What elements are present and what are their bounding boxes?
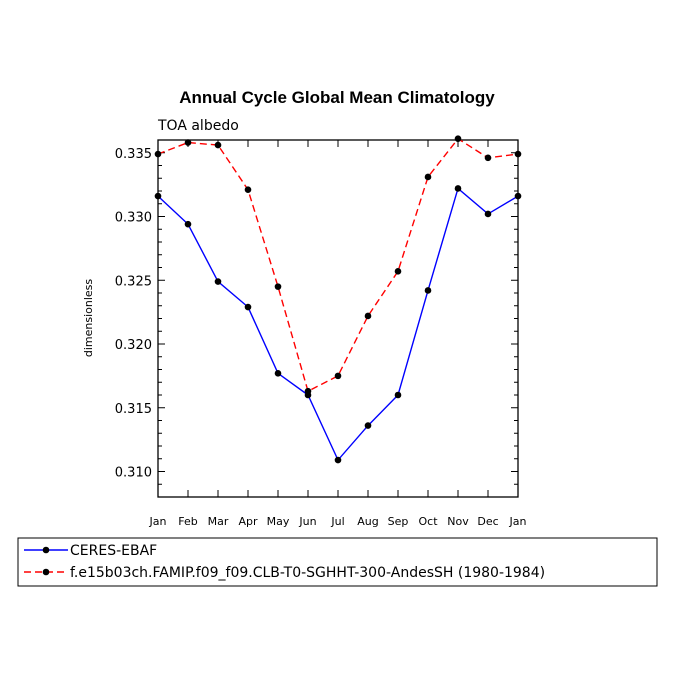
data-point [244, 303, 252, 311]
x-tick-label: Apr [238, 515, 258, 528]
data-point [244, 186, 252, 194]
x-tick-label: Oct [418, 515, 438, 528]
data-point [274, 370, 282, 377]
data-point [514, 192, 522, 200]
data-point [514, 150, 522, 158]
x-tick-label: Dec [477, 515, 498, 528]
data-point [484, 210, 492, 218]
legend-swatch-marker [42, 568, 50, 576]
y-tick-label: 0.310 [115, 466, 152, 481]
y-tick-label: 0.335 [115, 147, 152, 162]
data-point [334, 372, 342, 380]
data-point [154, 192, 162, 200]
x-tick-label: Mar [208, 515, 229, 528]
data-point [154, 150, 162, 158]
legend-label: f.e15b03ch.FAMIP.f09_f09.CLB-T0-SGHHT-30… [70, 565, 545, 581]
x-tick-label: May [267, 515, 290, 528]
data-point [394, 391, 402, 399]
series-line-1 [157, 187, 519, 462]
x-tick-label: Jun [298, 515, 316, 528]
chart-subtitle: TOA albedo [157, 118, 239, 134]
chart-title: Annual Cycle Global Mean Climatology [179, 88, 495, 107]
data-point [214, 141, 222, 149]
y-tick-label: 0.325 [115, 274, 152, 289]
legend-swatch-marker [42, 546, 50, 554]
x-tick-label: Feb [178, 515, 197, 528]
data-point [394, 268, 402, 275]
data-point [424, 287, 432, 294]
data-point [454, 185, 462, 192]
x-tick-label: Aug [357, 515, 378, 528]
y-tick-label: 0.320 [115, 338, 152, 353]
y-tick-label: 0.330 [115, 211, 152, 226]
data-point [184, 139, 192, 146]
legend-box [17, 537, 658, 587]
data-point [424, 173, 432, 181]
legend-label: CERES-EBAF [70, 543, 157, 559]
data-point [334, 456, 342, 464]
y-axis-label: dimensionless [82, 279, 95, 358]
data-point [184, 220, 192, 228]
x-tick-label: Sep [388, 515, 409, 528]
x-tick-label: Nov [447, 515, 469, 528]
x-tick-label: Jan [509, 515, 527, 528]
data-point [214, 278, 222, 285]
data-point [454, 135, 462, 143]
y-tick-label: 0.315 [115, 402, 152, 417]
legend: CERES-EBAF f.e15b03ch.FAMIP.f09_f09.CLB-T… [17, 537, 658, 587]
plot-area: 0.310 0.315 0.320 0.325 0.330 0.335 Jan Feb Mar A… [115, 135, 527, 528]
data-point [364, 422, 372, 429]
data-point [274, 283, 282, 290]
data-point [304, 387, 312, 395]
data-point [484, 154, 492, 162]
x-tick-label: Jan [149, 515, 167, 528]
data-point [364, 312, 372, 320]
series-line-2 [157, 137, 519, 393]
x-tick-label: Jul [330, 515, 344, 528]
